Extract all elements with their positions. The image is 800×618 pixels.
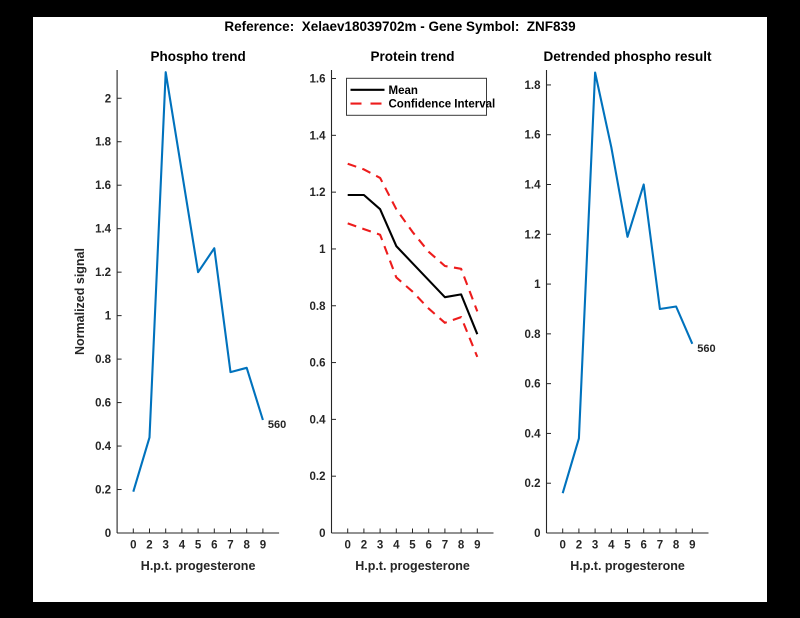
y-tick-label: 1.8 xyxy=(525,80,542,92)
y-tick-label: 0.8 xyxy=(525,329,542,341)
y-tick-label: 0 xyxy=(534,528,540,540)
y-tick-label: 1.6 xyxy=(95,180,111,192)
y-ticks: 0 0.2 0.4 0.6 0.8 1 1.2 1.4 1.6 1.8 2 xyxy=(95,93,122,540)
y-tick-label: 0.4 xyxy=(310,414,327,426)
plot-title: Protein trend xyxy=(370,49,454,64)
y-tick-label: 2 xyxy=(105,93,111,105)
y-axis-label: Normalized signal xyxy=(73,248,87,355)
x-tick-label: 0 xyxy=(130,540,136,552)
x-tick-label: 8 xyxy=(243,540,250,552)
y-tick-label: 0 xyxy=(319,528,325,540)
x-tick-label: 2 xyxy=(576,540,582,552)
x-axis-label: H.p.t. progesterone xyxy=(570,559,685,573)
y-tick-label: 0.6 xyxy=(95,398,111,410)
x-tick-label: 7 xyxy=(442,540,448,552)
y-tick-label: 0.2 xyxy=(525,478,541,490)
legend-label: Confidence Interval xyxy=(389,99,496,111)
x-tick-label: 0 xyxy=(344,540,350,552)
x-tick-label: 5 xyxy=(409,540,416,552)
legend: Mean Confidence Interval xyxy=(346,77,496,116)
x-axis-label: H.p.t. progesterone xyxy=(355,559,470,573)
x-tick-label: 6 xyxy=(211,540,217,552)
y-tick-label: 1.2 xyxy=(310,187,326,199)
legend-box xyxy=(346,77,487,116)
x-tick-label: 3 xyxy=(162,540,168,552)
x-tick-label: 9 xyxy=(260,540,266,552)
x-tick-label: 4 xyxy=(608,540,615,552)
y-tick-label: 0.4 xyxy=(525,428,542,440)
x-tick-label: 5 xyxy=(195,540,202,552)
x-tick-label: 8 xyxy=(458,540,465,552)
y-tick-label: 1 xyxy=(105,311,112,323)
x-tick-label: 2 xyxy=(146,540,152,552)
x-tick-label: 7 xyxy=(227,540,233,552)
x-tick-label: 9 xyxy=(474,540,480,552)
normalized-signal-line xyxy=(132,71,264,493)
y-tick-label: 1.2 xyxy=(525,229,541,241)
y-tick-label: 1 xyxy=(534,279,541,291)
x-tick-label: 7 xyxy=(657,540,663,552)
y-tick-label: 0.6 xyxy=(310,358,326,370)
x-axis-label: H.p.t. progesterone xyxy=(141,559,256,573)
x-tick-label: 5 xyxy=(624,540,631,552)
y-tick-label: 1 xyxy=(319,244,326,256)
y-tick-label: 1.4 xyxy=(310,130,327,142)
confidence-interval-upper-line xyxy=(347,162,479,312)
y-tick-label: 1.4 xyxy=(525,180,542,192)
figure-title: Reference: Xelaev18039702m - Gene Symbol… xyxy=(224,19,576,34)
y-tick-label: 0.2 xyxy=(310,471,326,483)
y-tick-label: 0.8 xyxy=(95,354,112,366)
legend-item-confidence-interval: Confidence Interval xyxy=(350,99,496,111)
y-tick-label: 1.6 xyxy=(525,130,541,142)
endpoint-annotation: 560 xyxy=(268,419,286,431)
y-tick-label: 0.8 xyxy=(310,301,327,313)
plot-title: Phospho trend xyxy=(150,49,245,64)
detrended-signal-line xyxy=(561,71,694,494)
y-tick-label: 1.4 xyxy=(95,224,112,236)
legend-item-mean: Mean xyxy=(350,85,418,97)
x-tick-label: 2 xyxy=(361,540,367,552)
legend-label: Mean xyxy=(389,85,418,97)
confidence-interval-lower-line xyxy=(347,222,479,358)
y-tick-label: 1.6 xyxy=(310,74,326,86)
x-tick-label: 3 xyxy=(377,540,383,552)
y-tick-label: 1.8 xyxy=(95,137,112,149)
x-tick-label: 8 xyxy=(673,540,680,552)
y-tick-label: 0 xyxy=(105,528,111,540)
mean-line xyxy=(347,193,479,335)
x-tick-label: 4 xyxy=(179,540,186,552)
y-tick-label: 0.2 xyxy=(95,485,111,497)
protein-trend-plot: 00.20.40.60.811.21.41.60 2 3 4 5 6 7 8 9Protein … xyxy=(310,49,496,573)
y-tick-label: 0.4 xyxy=(95,441,112,453)
y-tick-label: 0.6 xyxy=(525,379,541,391)
y-ticks: 0 0.2 0.4 0.6 0.8 1 1.2 1.4 1.6 1.8 xyxy=(525,80,551,540)
x-tick-label: 6 xyxy=(640,540,646,552)
detrended-phospho-result-plot: 00.20.40.60.811.21.41.61.80 2 3 4 5 6 7 8 9Detre… xyxy=(525,49,716,573)
y-ticks: 0 0.2 0.4 0.6 0.8 1 1.2 1.4 1.6 xyxy=(310,74,336,540)
plot-title: Detrended phospho result xyxy=(543,49,712,64)
endpoint-annotation: 560 xyxy=(697,343,715,355)
x-tick-label: 6 xyxy=(425,540,431,552)
x-tick-label: 9 xyxy=(689,540,695,552)
x-tick-label: 3 xyxy=(592,540,598,552)
phospho-trend-plot: 00.20.40.60.811.21.41.61.820 2 3 4 5 6 7 8 9Phos… xyxy=(73,49,286,573)
y-tick-label: 1.2 xyxy=(95,267,111,279)
x-tick-label: 0 xyxy=(559,540,565,552)
x-tick-label: 4 xyxy=(393,540,400,552)
